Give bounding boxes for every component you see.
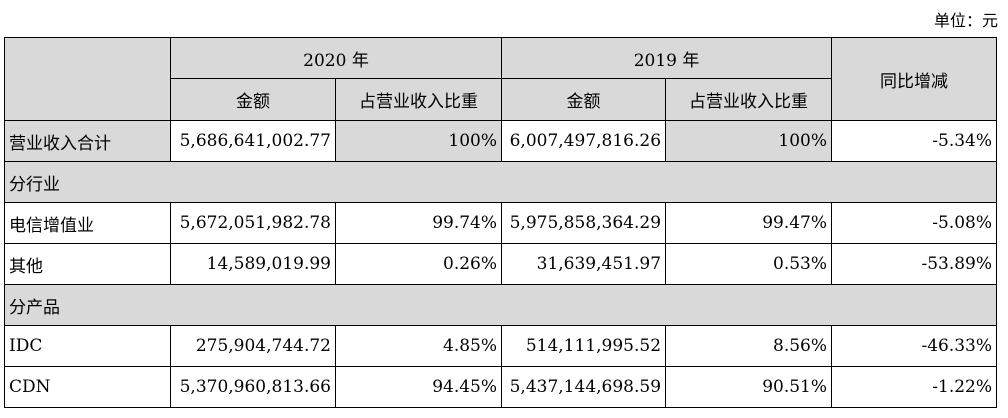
section-label: 分行业 xyxy=(3,161,998,203)
header-yoy: 同比增减 xyxy=(831,37,998,121)
share-2019: 100% xyxy=(665,120,833,162)
share-2019: 8.56% xyxy=(665,325,833,367)
share-2020: 0.26% xyxy=(334,243,503,285)
amount-2019: 6,007,497,816.26 xyxy=(501,120,667,162)
header-amount-2019: 金额 xyxy=(501,78,667,121)
yoy-change: -53.89% xyxy=(831,243,998,285)
table-row-idc: IDC 275,904,744.72 4.85% 514,111,995.52 … xyxy=(4,325,998,367)
header-year-2020: 2020 年 xyxy=(169,37,503,79)
revenue-table: 2020 年 2019 年 同比增减 金额 占营业收入比重 金额 占营业收入比重… xyxy=(3,37,998,408)
header-blank-cell xyxy=(4,37,171,121)
share-2020: 4.85% xyxy=(334,325,503,367)
section-label: 分产品 xyxy=(3,284,998,326)
header-amount-2020: 金额 xyxy=(170,78,336,121)
amount-2020: 14,589,019.99 xyxy=(170,243,336,285)
row-label: 营业收入合计 xyxy=(4,120,171,162)
header-year-2019: 2019 年 xyxy=(501,37,833,79)
yoy-change: -1.22% xyxy=(831,366,998,408)
amount-2019: 5,975,858,364.29 xyxy=(501,202,667,244)
header-row-columns: 金额 占营业收入比重 金额 占营业收入比重 xyxy=(5,78,997,121)
header-row-years: 2020 年 2019 年 同比增减 xyxy=(4,37,998,121)
share-2019: 0.53% xyxy=(665,243,833,285)
header-share-2020: 占营业收入比重 xyxy=(334,78,503,121)
table-row-cdn: CDN 5,370,960,813.66 94.45% 5,437,144,69… xyxy=(4,366,998,408)
section-row-by-industry: 分行业 xyxy=(3,161,998,203)
amount-2020: 5,672,051,982.78 xyxy=(170,202,336,244)
row-label: IDC xyxy=(4,325,171,367)
unit-label: 单位：元 xyxy=(933,11,998,30)
table-row-telecom-vas: 电信增值业 5,672,051,982.78 99.74% 5,975,858,… xyxy=(4,202,998,244)
amount-2020: 5,370,960,813.66 xyxy=(170,366,336,408)
section-row-by-product: 分产品 xyxy=(3,284,998,326)
amount-2020: 275,904,744.72 xyxy=(170,325,336,367)
amount-2019: 31,639,451.97 xyxy=(501,243,667,285)
row-label: 其他 xyxy=(4,243,171,285)
share-2019: 99.47% xyxy=(665,202,833,244)
share-2020: 100% xyxy=(334,120,503,162)
yoy-change: -5.08% xyxy=(831,202,998,244)
share-2019: 90.51% xyxy=(665,366,833,408)
row-label: CDN xyxy=(4,366,171,408)
table-row-other: 其他 14,589,019.99 0.26% 31,639,451.97 0.5… xyxy=(4,243,998,285)
yoy-change: -46.33% xyxy=(831,325,998,367)
share-2020: 94.45% xyxy=(334,366,503,408)
amount-2019: 5,437,144,698.59 xyxy=(501,366,667,408)
header-share-2019: 占营业收入比重 xyxy=(665,78,833,121)
amount-2019: 514,111,995.52 xyxy=(501,325,667,367)
yoy-change: -5.34% xyxy=(831,120,998,162)
amount-2020: 5,686,641,002.77 xyxy=(170,120,336,162)
share-2020: 99.74% xyxy=(334,202,503,244)
row-label: 电信增值业 xyxy=(4,202,171,244)
table-row-total-revenue: 营业收入合计 5,686,641,002.77 100% 6,007,497,8… xyxy=(4,120,998,162)
